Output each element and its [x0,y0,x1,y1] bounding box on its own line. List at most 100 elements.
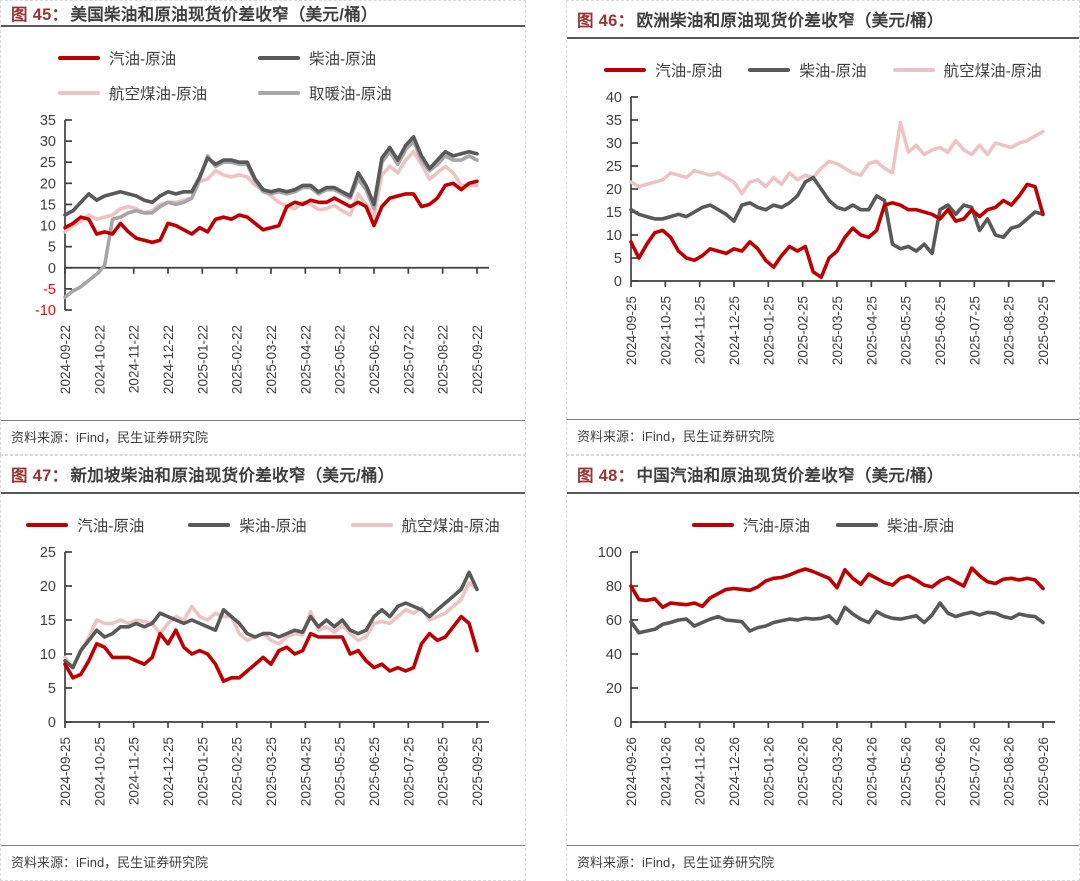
x-tick-label: 2024-12-26 [727,737,742,806]
figure-title-45: 图 45： 美国柴油和原油现货价差收窄（美元/桶） [1,1,525,27]
legend-label: 柴油-原油 [799,63,867,80]
x-tick-label: 2025-05-26 [899,737,914,806]
line-chart: 40 35 30 25 20 15 10 5 0 2024-09-25 2024-10-25 2024… [567,87,1079,397]
legend-item: 柴油-原油 [836,514,954,536]
series-line-柴油-原油 [629,601,1045,635]
x-tick-label: 2025-06-25 [367,737,382,806]
y-tick-label: -5 [43,282,56,298]
legend-label: 汽油-原油 [109,51,177,68]
legend-label: 柴油-原油 [239,518,307,535]
x-tick-label: 2025-06-25 [933,296,948,365]
y-tick-label: 5 [48,681,56,697]
legend-line-swatch [350,522,393,528]
x-tick-label: 2025-04-25 [864,296,879,365]
legend-line-swatch [836,522,878,528]
cell-fig45: 图 45： 美国柴油和原油现货价差收窄（美元/桶） 汽油-原油 柴油-原油航空煤油… [0,0,540,455]
x-tick-label: 2025-08-26 [1002,737,1017,806]
x-tick-label: 2025-01-25 [195,737,210,806]
legend-item: 航空煤油-原油 [58,82,258,104]
figure-title-text: 新加坡柴油和原油现货价差收窄（美元/桶） [70,467,395,485]
series-line-柴油-原油 [63,135,479,217]
legend-item: 航空煤油-原油 [350,514,500,536]
x-tick-label: 2024-11-25 [127,737,142,805]
line-chart: 35 30 25 20 15 10 5 0 -5 -10 2024-09-22 2024-10-22 2… [1,110,525,420]
y-tick-label: 20 [606,681,622,697]
y-tick-label: 10 [606,228,622,244]
x-tick-label: 2025-04-26 [864,737,879,806]
figure-number: 图 48： [577,467,635,485]
x-tick-label: 2024-10-25 [92,737,107,806]
legend-item: 汽油-原油 [58,47,258,69]
figure-panel-47: 图 47： 新加坡柴油和原油现货价差收窄（美元/桶） 汽油-原油 柴油-原油 航空煤… [0,455,526,881]
source-note: 资料来源：iFind，民生证券研究院 [1,420,525,455]
x-tick-label: 2025-08-25 [436,737,451,806]
y-tick-label: 35 [40,113,56,129]
figure-number: 图 46： [577,12,635,30]
legend-label: 柴油-原油 [309,51,377,68]
figure-panel-48: 图 48： 中国汽油和原油现货价差收窄（美元/桶） 汽油-原油 柴油-原油 100… [566,455,1080,881]
x-tick-label: 2025-09-22 [470,325,485,394]
legend-label: 航空煤油-原油 [943,63,1042,80]
y-tick-label: 0 [614,274,622,290]
x-tick-label: 2025-01-26 [761,737,776,806]
line-chart: 25 20 15 10 5 0 2024-09-25 2024-10-25 2024-11-25… [1,542,525,842]
source-note: 资料来源：iFind，民生证券研究院 [1,845,525,880]
legend-line-swatch [26,522,69,528]
x-tick-label: 2025-07-26 [967,737,982,806]
x-tick-label: 2025-09-25 [470,737,485,806]
x-tick-label: 2025-06-26 [933,737,948,806]
figure-title-text: 中国汽油和原油现货价差收窄（美元/桶） [636,467,944,485]
x-tick-label: 2024-12-25 [727,296,742,365]
y-tick-label: 35 [606,113,622,129]
figure-title-text: 欧洲柴油和原油现货价差收窄（美元/桶） [636,12,944,30]
y-tick-label: 40 [606,647,622,663]
y-tick-label: 30 [606,136,622,152]
y-tick-label: 15 [606,205,622,221]
x-tick-label: 2025-09-26 [1036,737,1051,806]
y-tick-label: 60 [606,613,622,629]
legend-item: 取暖油-原油 [258,82,468,104]
legend-label: 柴油-原油 [887,518,955,535]
series-line-航空煤油-原油 [629,120,1045,196]
legend-item: 航空煤油-原油 [892,59,1042,81]
figure-title-text: 美国柴油和原油现货价差收窄（美元/桶） [70,6,378,24]
y-tick-label: 15 [40,613,56,629]
y-tick-label: 0 [48,715,56,731]
figure-number: 图 45： [11,6,69,24]
x-tick-label: 2025-02-25 [230,737,245,806]
x-tick-label: 2024-12-22 [161,325,176,394]
legend-line-swatch [58,55,100,61]
figure-panel-46: 图 46： 欧洲柴油和原油现货价差收窄（美元/桶） 汽油-原油 柴油-原油 航空煤油… [566,0,1080,455]
figure-number: 图 47： [11,467,69,485]
y-tick-label: 0 [614,715,622,731]
legend-label: 汽油-原油 [655,63,723,80]
x-tick-label: 2024-10-25 [658,296,673,365]
x-tick-label: 2025-04-22 [298,325,313,394]
x-tick-label: 2025-03-25 [264,737,279,806]
legend-line-swatch [748,67,791,73]
x-tick-label: 2025-03-22 [264,325,279,394]
y-tick-label: 10 [40,219,56,235]
figure-title-47: 图 47： 新加坡柴油和原油现货价差收窄（美元/桶） [1,456,525,494]
y-tick-label: -10 [35,303,56,319]
chart-legend: 汽油-原油 柴油-原油 航空煤油-原油 [567,59,1079,81]
legend-item: 汽油-原油 [26,514,144,536]
cell-fig48: 图 48： 中国汽油和原油现货价差收窄（美元/桶） 汽油-原油 柴油-原油 100… [540,455,1080,881]
legend-item: 柴油-原油 [258,47,468,69]
y-tick-label: 25 [40,545,56,561]
y-tick-label: 30 [40,134,56,150]
x-tick-label: 2024-10-22 [92,325,107,394]
series-line-取暖油-原油 [63,139,479,300]
series-line-航空煤油-原油 [63,149,479,234]
x-tick-label: 2025-03-25 [830,296,845,365]
x-tick-label: 2025-05-22 [333,325,348,394]
legend-item: 柴油-原油 [748,59,867,81]
cell-fig46: 图 46： 欧洲柴油和原油现货价差收窄（美元/桶） 汽油-原油 柴油-原油 航空煤油… [540,0,1080,455]
x-tick-label: 2024-09-25 [58,737,73,806]
x-tick-label: 2025-08-22 [436,325,451,394]
x-tick-label: 2025-04-25 [298,737,313,806]
y-tick-label: 5 [614,251,622,267]
